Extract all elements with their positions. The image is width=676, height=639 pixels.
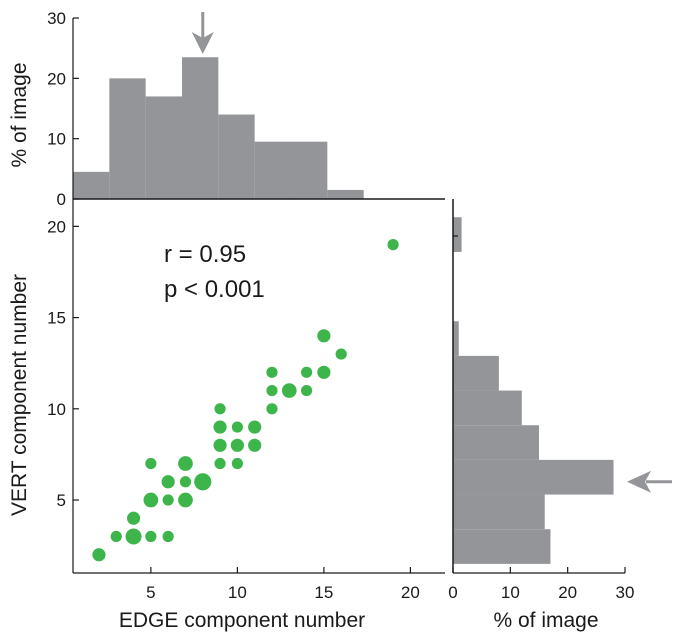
top-histogram-bars — [73, 57, 364, 199]
scatter-point — [335, 348, 347, 360]
scatter-point — [126, 511, 141, 525]
scatter-x-tick-label: 5 — [146, 583, 155, 602]
scatter-points — [92, 239, 399, 562]
right-histogram-bar — [453, 494, 545, 530]
scatter-point — [110, 530, 122, 543]
scatter-point — [178, 492, 193, 508]
top-histogram-y-label: % of image — [8, 62, 31, 167]
scatter-x-tick-label: 20 — [401, 583, 420, 602]
right-histogram-marker-arrow — [627, 470, 672, 493]
scatter-point — [92, 548, 106, 562]
scatter-y-tick-label: 15 — [47, 309, 66, 328]
scatter-point — [213, 438, 227, 452]
scatter-point — [162, 530, 174, 543]
top-histogram-bar — [73, 171, 110, 199]
top-histogram-y-ticks: 0 10 20 30 — [47, 9, 79, 209]
right-histogram-bar — [453, 217, 462, 252]
scatter-point — [266, 366, 278, 378]
top-arrow-head — [191, 32, 214, 54]
scatter-point — [213, 420, 227, 434]
right-histogram-bars — [453, 217, 614, 564]
scatter-point — [317, 365, 331, 379]
top-histogram-bar — [254, 141, 292, 199]
scatter-y-tick-label: 20 — [47, 217, 66, 236]
scatter-point — [300, 366, 313, 378]
scatter-point — [231, 457, 243, 470]
scatter-point — [248, 438, 262, 452]
right-histogram-bar — [453, 390, 522, 426]
top-histogram-y-tick-label: 10 — [47, 130, 66, 149]
scatter-point — [194, 473, 212, 491]
top-histogram-bar — [327, 189, 364, 199]
scatter-point — [145, 457, 157, 470]
right-histogram-bar — [453, 425, 539, 460]
top-histogram-bar — [145, 96, 183, 199]
scatter-point — [178, 456, 193, 471]
scatter-point — [145, 530, 157, 543]
scatter-point — [179, 476, 192, 488]
right-histogram-x-tick-label: 30 — [616, 583, 635, 602]
top-histogram-bar — [291, 141, 328, 199]
scatter-x-tick-label: 10 — [228, 583, 247, 602]
scatter-point — [214, 457, 226, 470]
scatter-plot: 5 10 15 20 5 10 15 20 r = 0.95 p < 0.001 EDGE … — [8, 199, 445, 632]
scatter-point — [143, 492, 159, 508]
scatter-point — [214, 403, 226, 415]
right-histogram-bar — [453, 529, 551, 564]
right-histogram-x-tick-label: 20 — [558, 583, 577, 602]
right-histogram-x-tick-label: 10 — [501, 583, 520, 602]
top-histogram-bar — [218, 114, 255, 199]
scatter-x-label: EDGE component number — [119, 609, 365, 632]
top-histogram: 0 10 20 30 % of image — [8, 9, 445, 209]
top-histogram-bar — [182, 57, 219, 199]
right-histogram: 0 10 20 30 % of image — [448, 199, 672, 632]
scatter-point — [248, 420, 262, 434]
top-histogram-y-tick-label: 20 — [47, 69, 66, 88]
top-histogram-y-tick-label: 30 — [47, 9, 66, 28]
scatter-point — [266, 403, 278, 415]
right-histogram-bar — [453, 355, 499, 391]
scatter-x-tick-label: 15 — [314, 583, 333, 602]
top-histogram-y-tick-label: 0 — [57, 190, 66, 209]
scatter-point — [317, 329, 331, 343]
scatter-point — [230, 438, 244, 452]
scatter-point — [162, 494, 174, 506]
scatter-point — [231, 421, 243, 433]
top-histogram-bar — [109, 78, 146, 199]
scatter-point — [300, 384, 313, 397]
correlation-annotation: r = 0.95 — [164, 241, 246, 268]
scatter-point — [125, 528, 142, 545]
right-arrow-head — [627, 470, 651, 493]
scatter-point — [266, 384, 278, 397]
top-histogram-marker-arrow — [191, 12, 214, 54]
right-histogram-bar — [453, 459, 614, 495]
p-value-annotation: p < 0.001 — [164, 276, 265, 303]
right-histogram-x-ticks: 0 10 20 30 — [448, 235, 635, 602]
scatter-x-ticks: 5 10 15 20 — [146, 567, 420, 602]
scatter-point — [281, 383, 297, 398]
scatter-y-ticks: 5 10 15 20 — [47, 217, 79, 510]
right-histogram-x-label: % of image — [493, 609, 598, 632]
right-histogram-x-tick-label: 0 — [448, 583, 457, 602]
right-histogram-bar — [453, 321, 459, 356]
scatter-point — [387, 239, 399, 251]
scatter-y-label: VERT component number — [8, 274, 31, 516]
scatter-y-tick-label: 5 — [57, 491, 66, 510]
scatter-point — [161, 475, 175, 489]
scatter-y-tick-label: 10 — [47, 400, 66, 419]
